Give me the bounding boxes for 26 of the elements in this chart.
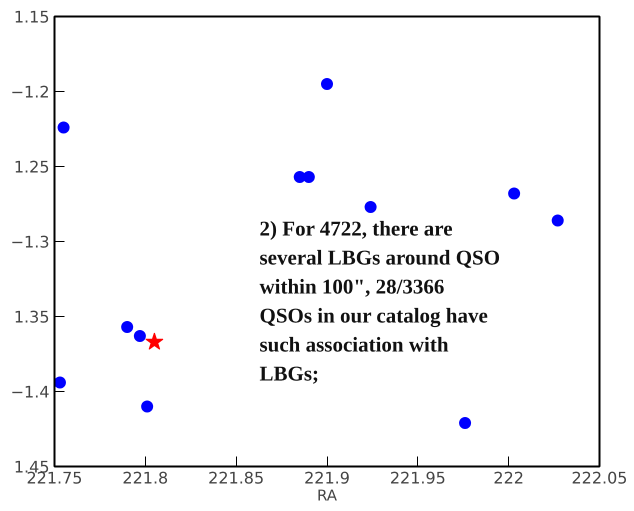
x-tick-label: 221.9: [304, 468, 350, 488]
x-axis-title: RA: [316, 486, 338, 504]
x-tick-label: 222.05: [572, 468, 628, 488]
y-tick-label: 1.15: [14, 8, 50, 26]
x-tick-label: 222: [493, 468, 524, 488]
point: [134, 330, 146, 342]
point: [552, 214, 564, 226]
y-tick-label: −1.4: [10, 382, 50, 402]
point: [459, 417, 472, 429]
y-tick-label: −1.3: [10, 232, 50, 252]
x-tick-label: 221.8: [122, 468, 168, 488]
point: [302, 171, 315, 183]
point: [58, 122, 70, 134]
x-tick-label: 221.95: [390, 468, 446, 488]
point: [54, 376, 66, 388]
point: [121, 321, 134, 333]
annotation: 2) For 4722, there are several LBGs around QSO within 100", 28/3366 QSOs in our catalog have such association with LBGs;: [260, 216, 500, 386]
y-tick-label: −1.2: [10, 82, 50, 102]
point: [508, 188, 520, 200]
point: [145, 332, 164, 350]
y-tick-label: 1.25: [14, 158, 50, 176]
point: [321, 78, 333, 90]
point: [141, 400, 154, 412]
point: [364, 201, 377, 213]
y-tick-label: 1.35: [14, 308, 50, 326]
x-tick-label: 221.85: [208, 468, 264, 488]
